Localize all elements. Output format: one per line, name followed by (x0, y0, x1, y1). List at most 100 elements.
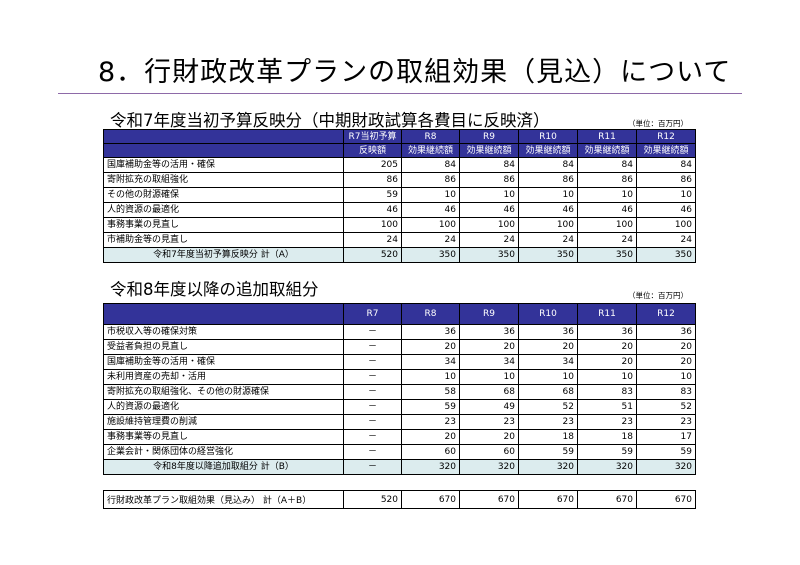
section2-cell: 23 (577, 414, 637, 430)
section1-row-label: その他の財源確保 (103, 187, 344, 203)
section2-cell: 59 (401, 399, 460, 415)
section2-cell: 20 (401, 429, 460, 445)
section1-row-label: 人的資源の最適化 (103, 202, 344, 218)
section2-cell: 36 (636, 324, 696, 340)
section1-row: 事務事業の見直し 100 100 100 100 100 100 (103, 217, 696, 233)
section2-cell: 20 (518, 339, 578, 355)
section2-cell: 20 (459, 339, 519, 355)
section1-header-cell: R8 (401, 129, 460, 144)
section2-cell: － (343, 384, 402, 400)
section1-cell: 46 (518, 202, 578, 218)
section2-cell: － (343, 369, 402, 385)
section2-row: 企業会計・関係団体の経営強化－ 60 60 59 59 59 (103, 444, 696, 460)
section2-cell: － (343, 399, 402, 415)
section2-row-label: 企業会計・関係団体の経営強化 (103, 444, 344, 460)
section2-cell: 17 (636, 429, 696, 445)
section1-cell: 59 (343, 187, 402, 203)
section1-cell: 46 (636, 202, 696, 218)
section1-row-label: 国庫補助金等の活用・確保 (103, 157, 344, 173)
section2-cell: 58 (401, 384, 460, 400)
section1-cell: 10 (459, 187, 519, 203)
grand-total-cell: 670 (636, 490, 696, 509)
section1-cell: 46 (401, 202, 460, 218)
section2-row-label: 令和8年度以降追加取組分 計（B） (103, 459, 344, 475)
section2-header-cell (103, 303, 344, 325)
grand-total-body: 行財政改革プラン取組効果（見込み） 計（A＋B） 520 670 670 670 670 6… (103, 490, 696, 509)
section1-cell: 205 (343, 157, 402, 173)
section2-cell: 20 (577, 354, 637, 370)
section1-header-cell: 効果継続額 (636, 143, 696, 158)
section2-row-label: 国庫補助金等の活用・確保 (103, 354, 344, 370)
section2-cell: 10 (518, 369, 578, 385)
section2-row-label: 施設維持管理費の削減 (103, 414, 344, 430)
section1-cell: 24 (343, 232, 402, 248)
section1-cell: 86 (577, 172, 637, 188)
section1-table-body: 国庫補助金等の活用・確保 205 84 84 84 84 84 寄附拡充の取組強化 86 86 86… (103, 157, 696, 263)
section1-header-cell: R10 (518, 129, 578, 144)
section2-unit: （単位：百万円） (628, 291, 688, 300)
section2-cell: 10 (459, 369, 519, 385)
section2-cell: 36 (401, 324, 460, 340)
section2-cell: 83 (577, 384, 637, 400)
section1-cell: 520 (343, 247, 402, 263)
section2-cell: 20 (636, 354, 696, 370)
section1-cell: 350 (577, 247, 637, 263)
section2-cell: 52 (636, 399, 696, 415)
section2-header-cell: R8 (401, 303, 460, 325)
section1-header-cell: 効果継続額 (518, 143, 578, 158)
section1-cell: 86 (401, 172, 460, 188)
section1-cell: 84 (577, 157, 637, 173)
section1-cell: 350 (518, 247, 578, 263)
section2-row-label: 市税収入等の確保対策 (103, 324, 344, 340)
section2-cell: 320 (577, 459, 637, 475)
section1-cell: 86 (343, 172, 402, 188)
section2-cell: 49 (459, 399, 519, 415)
section1-cell: 100 (577, 217, 637, 233)
section2-cell: 59 (577, 444, 637, 460)
section1-row: 寄附拡充の取組強化 86 86 86 86 86 86 (103, 172, 696, 188)
section2-cell: 59 (636, 444, 696, 460)
section2-cell: 320 (401, 459, 460, 475)
section1-unit: （単位：百万円） (628, 119, 688, 128)
section1-table-header: R7当初予算 R8 R9 R10 R11 R12 反映額 効果継続額 効果継続額 効果継続額 効果継… (103, 129, 696, 158)
section1-header-row: 反映額 効果継続額 効果継続額 効果継続額 効果継続額 効果継続額 (103, 143, 696, 158)
section1-heading: 令和7年度当初予算反映分（中期財政試算各費目に反映済） (110, 111, 550, 130)
section1-header-cell (103, 143, 344, 158)
section2-row: 人的資源の最適化－ 59 49 52 51 52 (103, 399, 696, 415)
page-title: 8．行財政改革プランの取組効果（見込）について (98, 57, 732, 88)
section2-cell: 20 (459, 429, 519, 445)
section2-cell: 68 (518, 384, 578, 400)
grand-total-cell: 670 (577, 490, 637, 509)
section1-cell: 84 (518, 157, 578, 173)
section2-row-label: 未利用資産の売却・活用 (103, 369, 344, 385)
section1-header-row: R7当初予算 R8 R9 R10 R11 R12 (103, 129, 696, 144)
section2-cell: 10 (636, 369, 696, 385)
section2-total-row: 令和8年度以降追加取組分 計（B）－ 320 320 320 320 320 (103, 459, 696, 475)
section1-cell: 100 (518, 217, 578, 233)
section2-cell: 52 (518, 399, 578, 415)
section2-cell: 68 (459, 384, 519, 400)
section2-row: 未利用資産の売却・活用－ 10 10 10 10 10 (103, 369, 696, 385)
section2-cell: － (343, 429, 402, 445)
section2-cell: 34 (518, 354, 578, 370)
section1-row-label: 市補助金等の見直し (103, 232, 344, 248)
section1-total-row: 令和7年度当初予算反映分 計（A） 520 350 350 350 350 350 (103, 247, 696, 263)
section2-cell: － (343, 414, 402, 430)
section2-header-cell: R9 (459, 303, 519, 325)
section1-cell: 100 (343, 217, 402, 233)
grand-total-cell: 670 (401, 490, 460, 509)
section2-cell: 320 (459, 459, 519, 475)
section2-cell: 10 (401, 369, 460, 385)
section1-header-cell: 効果継続額 (459, 143, 519, 158)
section1-cell: 84 (459, 157, 519, 173)
section1-row: 市補助金等の見直し 24 24 24 24 24 24 (103, 232, 696, 248)
section2-cell: 83 (636, 384, 696, 400)
grand-total-cell: 670 (518, 490, 578, 509)
section1-cell: 24 (577, 232, 637, 248)
section2-cell: 59 (518, 444, 578, 460)
section1-header-cell (103, 129, 344, 144)
section2-cell: 23 (459, 414, 519, 430)
section2-cell: 23 (401, 414, 460, 430)
section2-cell: 23 (636, 414, 696, 430)
section2-cell: 320 (636, 459, 696, 475)
